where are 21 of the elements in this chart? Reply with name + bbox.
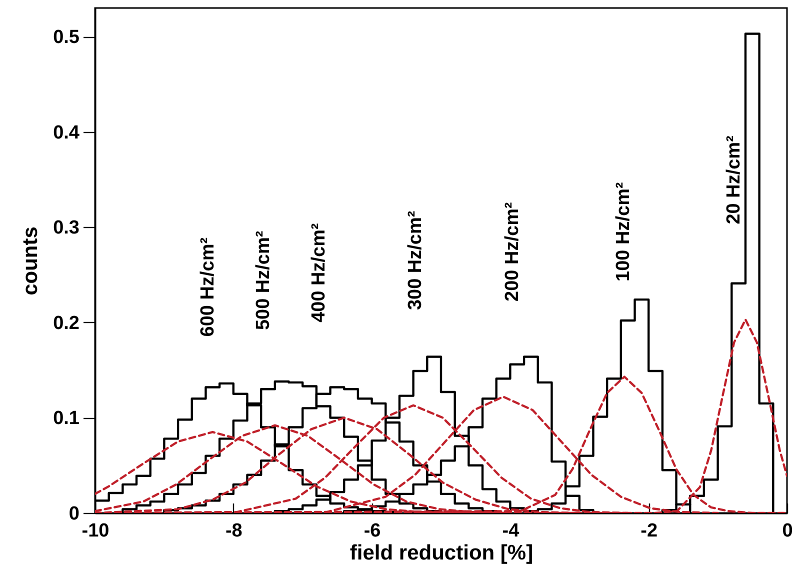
x-tick-label: -2 <box>640 520 658 542</box>
x-tick-label: 0 <box>782 520 793 542</box>
annotation: 20 Hz/cm² <box>723 136 744 224</box>
annotation: 400 Hz/cm² <box>308 223 330 322</box>
x-tick-label: -10 <box>82 520 110 542</box>
y-tick-label: 0.2 <box>53 312 80 334</box>
y-axis-title: counts <box>19 226 42 296</box>
x-tick-label: -6 <box>364 520 381 542</box>
y-tick-label: 0 <box>68 504 80 524</box>
y-tick-label: 0.3 <box>53 218 80 239</box>
x-tick-label: -8 <box>225 520 242 542</box>
annotation: 600 Hz/cm² <box>198 237 219 337</box>
x-tick-label: -4 <box>502 520 520 542</box>
annotation: 300 Hz/cm² <box>405 210 426 310</box>
y-tick-label: 0.4 <box>53 122 80 144</box>
annotation: 500 Hz/cm² <box>252 230 274 330</box>
annotation: 200 Hz/cm² <box>502 202 524 302</box>
y-tick-label: 0.5 <box>53 27 80 48</box>
x-axis-title: field reduction [%] <box>350 542 534 564</box>
annotation: 100 Hz/cm² <box>612 182 634 282</box>
y-tick-label: 0.1 <box>53 408 80 430</box>
